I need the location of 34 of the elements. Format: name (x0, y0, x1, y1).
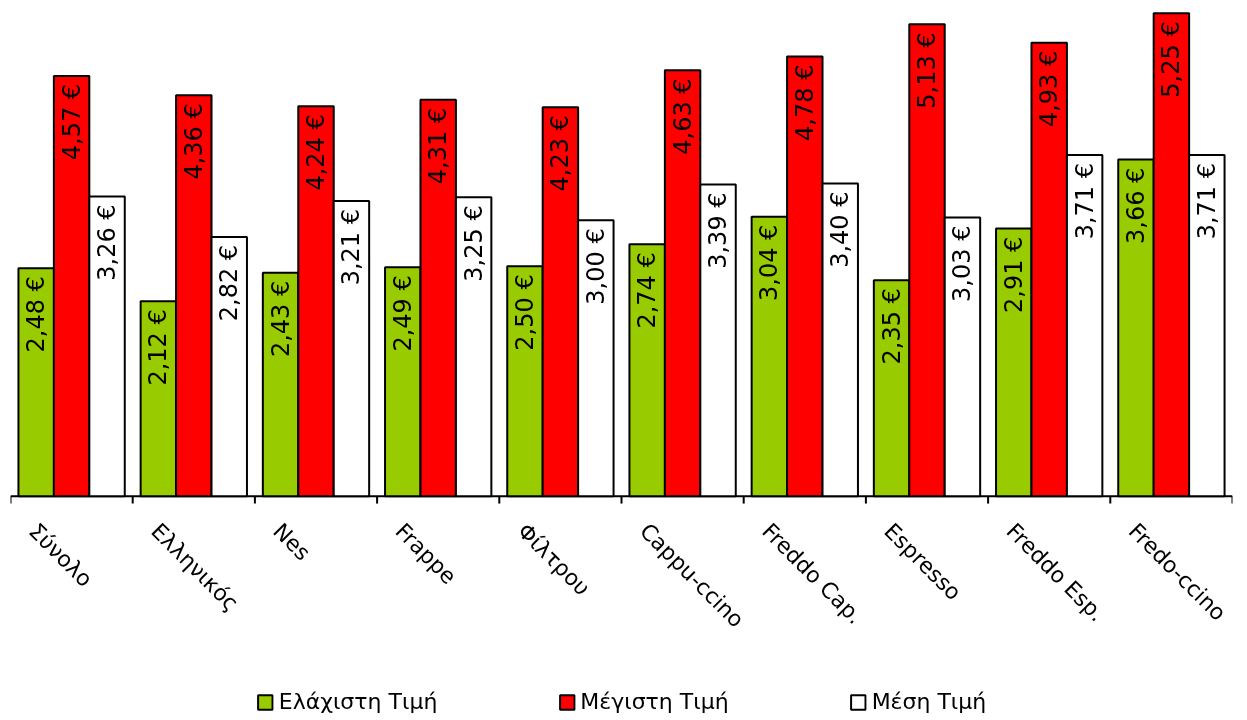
legend-label: Μέγιστη Τιμή (580, 689, 729, 714)
data-label: 5,25 € (1157, 21, 1186, 98)
data-label: 4,23 € (546, 115, 575, 192)
data-label: 3,40 € (826, 191, 855, 268)
data-label: 4,31 € (424, 107, 453, 185)
data-label: 2,50 € (510, 274, 539, 351)
data-label: 2,49 € (388, 275, 417, 352)
data-label: 2,12 € (144, 309, 173, 386)
data-label: 4,24 € (302, 114, 330, 191)
data-label: 2,48 € (22, 276, 51, 353)
data-label: 4,57 € (57, 83, 86, 161)
data-label: 4,36 € (179, 103, 208, 180)
data-label: 2,74 € (633, 252, 662, 329)
data-label: 4,93 € (1035, 50, 1064, 128)
data-label: 3,71 € (1070, 163, 1099, 240)
data-label: 3,21 € (337, 209, 366, 286)
data-label: 3,04 € (755, 224, 784, 301)
data-label: 3,03 € (948, 225, 977, 302)
data-label: 4,78 € (790, 64, 819, 141)
data-label: 4,63 € (668, 78, 697, 155)
legend-label: Ελάχιστη Τιμή (278, 689, 438, 714)
data-label: 3,71 € (1192, 163, 1221, 240)
x-tick-label: Nes (268, 518, 316, 566)
data-label: 3,00 € (581, 228, 610, 305)
data-label: 2,43 € (266, 280, 295, 358)
legend-label: Μέση Τιμή (871, 689, 987, 714)
data-label: 2,82 € (215, 244, 244, 322)
data-label: 5,13 € (913, 32, 941, 109)
data-label: 2,35 € (877, 288, 906, 365)
data-label: 3,66 € (1121, 167, 1150, 244)
data-label: 3,39 € (704, 192, 733, 269)
data-label: 3,25 € (459, 205, 488, 282)
data-label: 3,26 € (93, 204, 122, 281)
data-label: 2,91 € (999, 236, 1028, 313)
